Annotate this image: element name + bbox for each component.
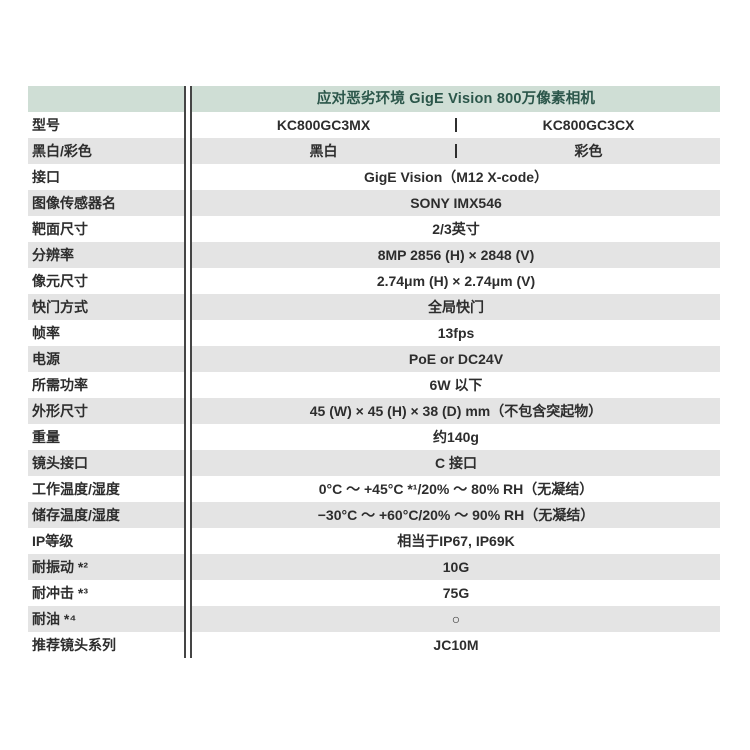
row-label: 接口 bbox=[32, 169, 60, 185]
row-value-color: 彩色 bbox=[455, 144, 720, 158]
row-value-mono: 黑白 bbox=[309, 143, 338, 159]
row-value: −30°C ～ +60°C/20% ～ 90% RH（无凝结） bbox=[317, 507, 595, 523]
row-value: 0°C ～ +45°C *¹/20% ～ 80% RH（无凝结） bbox=[318, 481, 594, 497]
row-value: 75G bbox=[442, 585, 470, 601]
row-label: 外形尺寸 bbox=[32, 403, 88, 419]
row-value: JC10M bbox=[433, 637, 479, 653]
table-row-storage-temp: 储存温度/湿度 −30°C ～ +60°C/20% ～ 90% RH（无凝结） bbox=[28, 502, 720, 528]
table-row-weight: 重量 约140g bbox=[28, 424, 720, 450]
table-row-power-consumption: 所需功率 6W 以下 bbox=[28, 372, 720, 398]
row-value-model-2: KC800GC3CX bbox=[455, 118, 720, 132]
table-title: 应对恶劣环境 GigE Vision 800万像素相机 bbox=[316, 90, 596, 107]
double-line-divider bbox=[184, 86, 192, 658]
row-label: 快门方式 bbox=[32, 299, 88, 315]
row-label: 黑白/彩色 bbox=[32, 143, 92, 159]
table-row-sensor: 图像传感器名 SONY IMX546 bbox=[28, 190, 720, 216]
row-value: 2.74μm (H) × 2.74μm (V) bbox=[376, 273, 536, 289]
row-value: PoE or DC24V bbox=[408, 351, 504, 367]
row-label: 镜头接口 bbox=[32, 455, 88, 471]
row-label: 像元尺寸 bbox=[32, 273, 88, 289]
table-row-interface: 接口 GigE Vision（M12 X-code） bbox=[28, 164, 720, 190]
row-label: 工作温度/湿度 bbox=[32, 481, 120, 497]
row-label: 耐油 *⁴ bbox=[32, 611, 77, 627]
table-row-oil-resistance: 耐油 *⁴ ○ bbox=[28, 606, 720, 632]
row-value: 约140g bbox=[433, 429, 479, 445]
row-value: 13fps bbox=[437, 325, 475, 341]
row-label: 图像传感器名 bbox=[32, 195, 116, 211]
row-value: 45 (W) × 45 (H) × 38 (D) mm（不包含突起物） bbox=[309, 403, 603, 419]
row-value: C 接口 bbox=[435, 455, 477, 471]
table-row-sensor-size: 靶面尺寸 2/3英寸 bbox=[28, 216, 720, 242]
table-row-framerate: 帧率 13fps bbox=[28, 320, 720, 346]
spec-table: 应对恶劣环境 GigE Vision 800万像素相机 型号 KC800GC3M… bbox=[28, 86, 720, 658]
table-row-operating-temp: 工作温度/湿度 0°C ～ +45°C *¹/20% ～ 80% RH（无凝结） bbox=[28, 476, 720, 502]
table-row-mono-color: 黑白/彩色 黑白 彩色 bbox=[28, 138, 720, 164]
row-value: 10G bbox=[442, 559, 470, 575]
table-row-resolution: 分辨率 8MP 2856 (H) × 2848 (V) bbox=[28, 242, 720, 268]
row-value: 相当于IP67, IP69K bbox=[397, 533, 515, 549]
row-label: 推荐镜头系列 bbox=[32, 637, 116, 653]
table-row-shock: 耐冲击 *³ 75G bbox=[28, 580, 720, 606]
row-label: 所需功率 bbox=[32, 377, 88, 393]
row-label: 耐冲击 *³ bbox=[32, 585, 88, 601]
table-row-shutter: 快门方式 全局快门 bbox=[28, 294, 720, 320]
row-label: IP等级 bbox=[32, 533, 74, 549]
row-value: 8MP 2856 (H) × 2848 (V) bbox=[377, 247, 535, 263]
row-label: 储存温度/湿度 bbox=[32, 507, 120, 523]
table-row-recommended-lens: 推荐镜头系列 JC10M bbox=[28, 632, 720, 658]
table-row-model: 型号 KC800GC3MX KC800GC3CX bbox=[28, 112, 720, 138]
row-label: 分辨率 bbox=[32, 247, 74, 263]
row-label: 电源 bbox=[32, 351, 60, 367]
row-value-model-1: KC800GC3MX bbox=[276, 117, 371, 133]
table-row-power: 电源 PoE or DC24V bbox=[28, 346, 720, 372]
table-row-dimensions: 外形尺寸 45 (W) × 45 (H) × 38 (D) mm（不包含突起物） bbox=[28, 398, 720, 424]
row-value: GigE Vision（M12 X-code） bbox=[363, 169, 549, 185]
row-label: 靶面尺寸 bbox=[32, 221, 88, 237]
table-body: 型号 KC800GC3MX KC800GC3CX 黑白/彩色 黑白 彩色 接口 … bbox=[28, 112, 720, 658]
row-value: 2/3英寸 bbox=[432, 221, 480, 237]
table-header-row: 应对恶劣环境 GigE Vision 800万像素相机 bbox=[28, 86, 720, 112]
row-label: 帧率 bbox=[32, 325, 60, 341]
row-value: ○ bbox=[451, 611, 461, 627]
table-row-vibration: 耐振动 *² 10G bbox=[28, 554, 720, 580]
row-value: 全局快门 bbox=[428, 299, 484, 315]
row-label: 耐振动 *² bbox=[32, 559, 88, 575]
row-value: SONY IMX546 bbox=[410, 195, 502, 211]
row-label: 型号 bbox=[32, 117, 60, 133]
table-row-pixel-size: 像元尺寸 2.74μm (H) × 2.74μm (V) bbox=[28, 268, 720, 294]
row-label: 重量 bbox=[32, 429, 60, 445]
table-row-lens-mount: 镜头接口 C 接口 bbox=[28, 450, 720, 476]
row-value: 6W 以下 bbox=[429, 377, 483, 393]
table-row-ip-rating: IP等级 相当于IP67, IP69K bbox=[28, 528, 720, 554]
